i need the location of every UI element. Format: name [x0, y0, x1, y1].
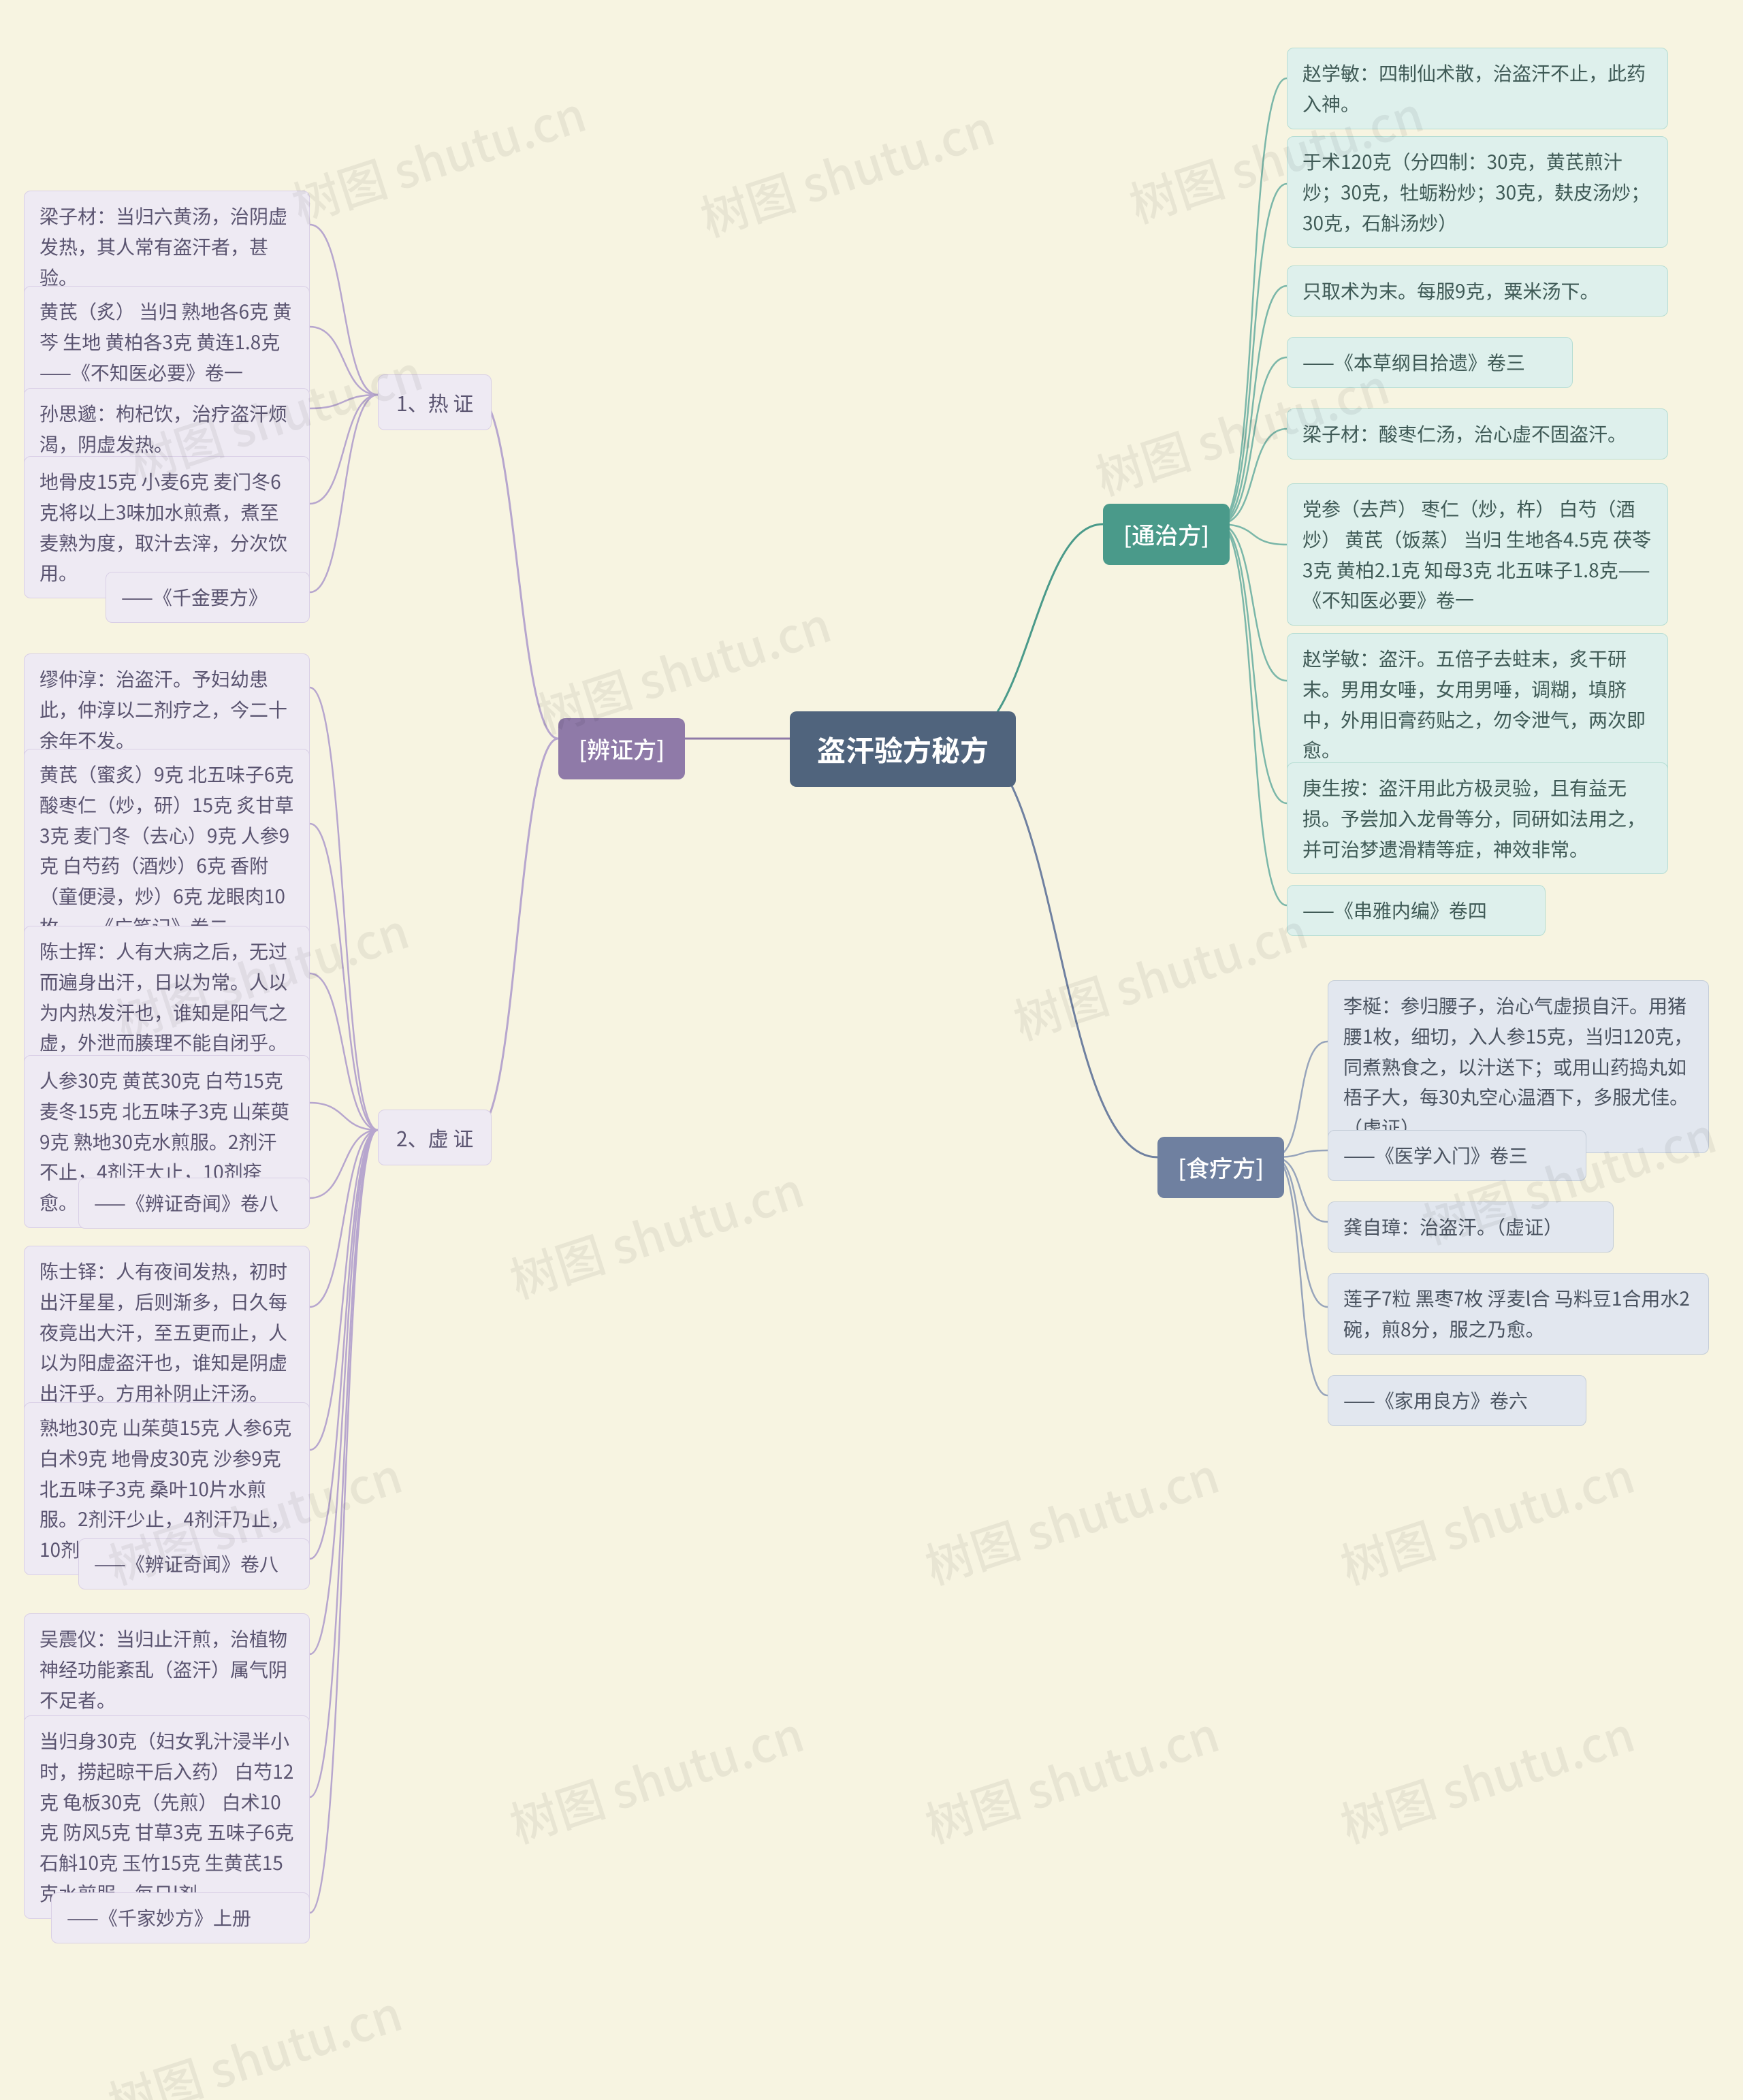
leaf-rz2[interactable]: 黄芪（炙） 当归 熟地各6克 黄芩 生地 黄柏各3克 黄连1.8克——《不知医必…	[24, 286, 310, 398]
leaf-tz1[interactable]: 赵学敏：四制仙术散，治盗汗不止，此药入神。	[1287, 48, 1668, 129]
leaf-xz6[interactable]: 陈士铎：人有夜间发热，初时出汗星星，后则渐多，日久每夜竟出大汗，至五更而止，人以…	[24, 1246, 310, 1419]
watermark: 树图 shutu.cn	[691, 91, 1002, 250]
leaf-tz5[interactable]: 梁子材：酸枣仁汤，治心虚不固盗汗。	[1287, 408, 1668, 459]
watermark: 树图 shutu.cn	[916, 1438, 1226, 1598]
mindmap-canvas: 盗汗验方秘方 [通治方] [食疗方] [辨证方] 1、热 证 2、虚 证 赵学敏…	[0, 0, 1743, 2100]
leaf-rz5[interactable]: ——《千金要方》	[106, 572, 310, 623]
watermark: 树图 shutu.cn	[1331, 1438, 1642, 1598]
branch-tongzhi[interactable]: [通治方]	[1103, 504, 1230, 565]
leaf-sl1[interactable]: 李梴：参归腰子，治心气虚损自汗。用猪腰1枚，细切，入人参15克，当归120克，同…	[1328, 980, 1709, 1153]
leaf-sl4[interactable]: 莲子7粒 黑枣7枚 浮麦l合 马料豆1合用水2碗，煎8分，服之乃愈。	[1328, 1273, 1709, 1355]
leaf-xz10[interactable]: 当归身30克（妇女乳汁浸半小时，捞起晾干后入药） 白芍12克 龟板30克（先煎）…	[24, 1715, 310, 1919]
watermark: 树图 shutu.cn	[500, 1697, 811, 1856]
leaf-tz9[interactable]: ——《串雅内编》卷四	[1287, 885, 1546, 936]
subnode-rezheng[interactable]: 1、热 证	[378, 374, 492, 430]
subnode-xuzheng[interactable]: 2、虚 证	[378, 1110, 492, 1165]
branch-bianzheng[interactable]: [辨证方]	[558, 718, 685, 779]
leaf-xz5[interactable]: ——《辨证奇闻》卷八	[78, 1178, 310, 1229]
leaf-tz3[interactable]: 只取术为末。每服9克，粟米汤下。	[1287, 265, 1668, 317]
leaf-xz2[interactable]: 黄芪（蜜炙）9克 北五味子6克 酸枣仁（炒，研）15克 炙甘草3克 麦门冬（去心…	[24, 749, 310, 952]
leaf-sl2[interactable]: ——《医学入门》卷三	[1328, 1130, 1586, 1181]
leaf-tz7[interactable]: 赵学敏：盗汗。五倍子去蛀末，炙干研末。男用女唾，女用男唾，调糊，填脐中，外用旧膏…	[1287, 633, 1668, 775]
watermark: 树图 shutu.cn	[283, 77, 593, 236]
leaf-xz8[interactable]: ——《辨证奇闻》卷八	[78, 1538, 310, 1589]
watermark: 树图 shutu.cn	[1331, 1697, 1642, 1856]
leaf-sl5[interactable]: ——《家用良方》卷六	[1328, 1375, 1586, 1426]
leaf-xz9[interactable]: 吴震仪：当归止汗煎，治植物神经功能紊乱（盗汗）属气阴不足者。	[24, 1613, 310, 1725]
watermark: 树图 shutu.cn	[916, 1697, 1226, 1856]
watermark: 树图 shutu.cn	[1004, 894, 1315, 1053]
leaf-tz4[interactable]: ——《本草纲目拾遗》卷三	[1287, 337, 1573, 388]
leaf-xz11[interactable]: ——《千家妙方》上册	[51, 1892, 310, 1943]
watermark: 树图 shutu.cn	[500, 1152, 811, 1312]
branch-shiliao[interactable]: [食疗方]	[1157, 1137, 1284, 1198]
leaf-tz6[interactable]: 党参（去芦） 枣仁（炒，杵） 白芍（酒炒） 黄芪（饭蒸） 当归 生地各4.5克 …	[1287, 483, 1668, 626]
root-node[interactable]: 盗汗验方秘方	[790, 711, 1016, 787]
watermark: 树图 shutu.cn	[99, 1976, 409, 2100]
leaf-tz2[interactable]: 于术120克（分四制：30克，黄芪煎汁炒；30克，牡蛎粉炒；30克，麸皮汤炒；3…	[1287, 136, 1668, 248]
leaf-tz8[interactable]: 庚生按：盗汗用此方极灵验，且有益无损。予尝加入龙骨等分，同研如法用之，并可治梦遗…	[1287, 762, 1668, 874]
leaf-sl3[interactable]: 龚自璋：治盗汗。（虚证）	[1328, 1201, 1614, 1253]
